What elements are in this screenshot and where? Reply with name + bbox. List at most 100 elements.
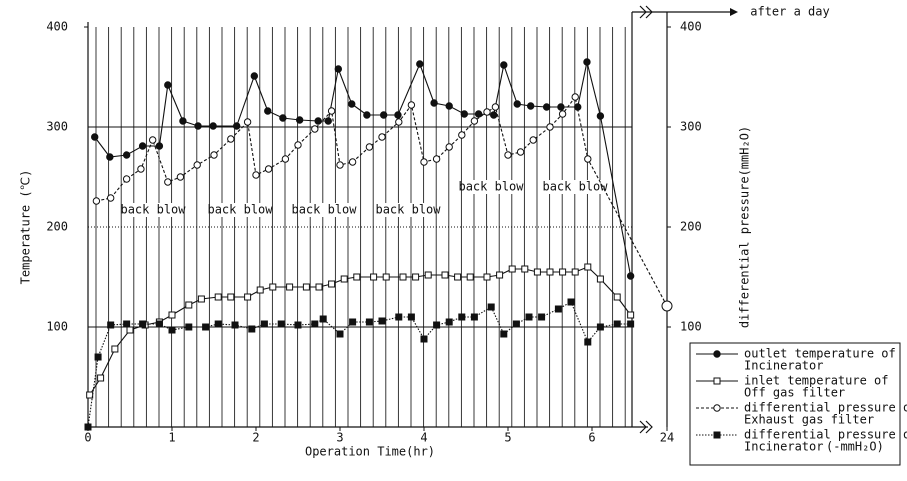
- y2-tick-label: 400: [680, 20, 702, 34]
- annotation: back blow: [291, 203, 357, 217]
- point: [137, 165, 145, 173]
- point: [470, 313, 478, 321]
- x-tick-label: 2: [252, 431, 259, 445]
- point: [500, 61, 508, 69]
- annotation-bg: [764, 5, 816, 19]
- point: [311, 125, 319, 133]
- point: [513, 100, 521, 108]
- point: [164, 81, 172, 89]
- point: [148, 136, 157, 144]
- point: [558, 110, 567, 118]
- x-axis-label: Operation Time(hr): [305, 445, 435, 459]
- legend-label: inlet temperature of: [744, 374, 889, 388]
- point: [244, 293, 252, 301]
- point: [193, 161, 201, 169]
- point: [250, 72, 259, 80]
- point: [474, 110, 483, 118]
- legend-label: differential pressure of: [744, 428, 907, 442]
- legend-unit: (-mmH₂O): [826, 440, 884, 454]
- point: [596, 112, 605, 120]
- point: [433, 321, 441, 329]
- legend-marker: [713, 350, 721, 358]
- annotation-bg: [549, 180, 601, 194]
- point: [295, 116, 304, 124]
- point: [378, 317, 386, 325]
- point: [256, 286, 264, 294]
- point: [626, 272, 635, 280]
- point: [458, 313, 466, 321]
- point: [412, 273, 420, 281]
- point: [420, 158, 428, 166]
- point: [529, 136, 537, 144]
- point: [176, 173, 185, 181]
- point: [106, 194, 115, 202]
- legend-label: outlet temperature of: [744, 347, 896, 361]
- point: [395, 118, 403, 126]
- point: [627, 311, 635, 319]
- y-tick-label: 300: [46, 120, 68, 134]
- point: [214, 320, 222, 328]
- point: [139, 320, 147, 328]
- point: [185, 301, 193, 309]
- point: [445, 318, 453, 326]
- point: [546, 268, 554, 276]
- legend-label: Incinerator: [744, 359, 823, 373]
- point: [521, 265, 529, 273]
- point: [294, 321, 302, 329]
- axis-break: [639, 420, 653, 434]
- legend-label: Exhaust gas filter: [744, 413, 874, 427]
- x-tick-label: 24: [660, 431, 674, 445]
- point: [248, 325, 256, 333]
- point: [92, 197, 101, 205]
- point: [571, 93, 579, 101]
- point: [185, 323, 193, 331]
- point: [458, 131, 466, 139]
- y2-tick-label: 100: [680, 320, 702, 334]
- point: [327, 107, 336, 115]
- annotation: back blow: [207, 203, 273, 217]
- point: [395, 313, 403, 321]
- series-line: [89, 266, 632, 396]
- arrow-head: [730, 8, 738, 16]
- point: [661, 300, 673, 312]
- point: [500, 330, 508, 338]
- annotation: back blow: [458, 180, 524, 194]
- annotation-bg: [465, 180, 517, 194]
- point: [596, 275, 604, 283]
- point: [155, 142, 164, 150]
- point: [512, 320, 520, 328]
- point: [420, 335, 428, 343]
- point: [164, 178, 172, 186]
- annotation-bg: [382, 203, 434, 217]
- point: [227, 293, 235, 301]
- point: [277, 320, 285, 328]
- annotation: back blow: [375, 203, 441, 217]
- point: [407, 313, 415, 321]
- point: [470, 117, 479, 125]
- point: [294, 141, 302, 149]
- point: [407, 101, 416, 109]
- point: [340, 275, 348, 283]
- point: [379, 111, 388, 119]
- point: [416, 60, 424, 68]
- point: [311, 320, 319, 328]
- point: [508, 265, 516, 273]
- point: [378, 133, 386, 141]
- point: [483, 273, 491, 281]
- point: [370, 273, 378, 281]
- point: [432, 155, 441, 163]
- legend-marker: [713, 431, 721, 439]
- axis-break: [639, 5, 653, 19]
- point: [526, 102, 535, 110]
- y2-tick-label: 200: [680, 220, 702, 234]
- point: [269, 283, 277, 291]
- point: [613, 320, 621, 328]
- point: [559, 268, 567, 276]
- point: [122, 151, 131, 159]
- point: [394, 111, 402, 119]
- point: [302, 283, 310, 291]
- point: [202, 323, 210, 331]
- point: [491, 103, 500, 111]
- point: [281, 155, 290, 163]
